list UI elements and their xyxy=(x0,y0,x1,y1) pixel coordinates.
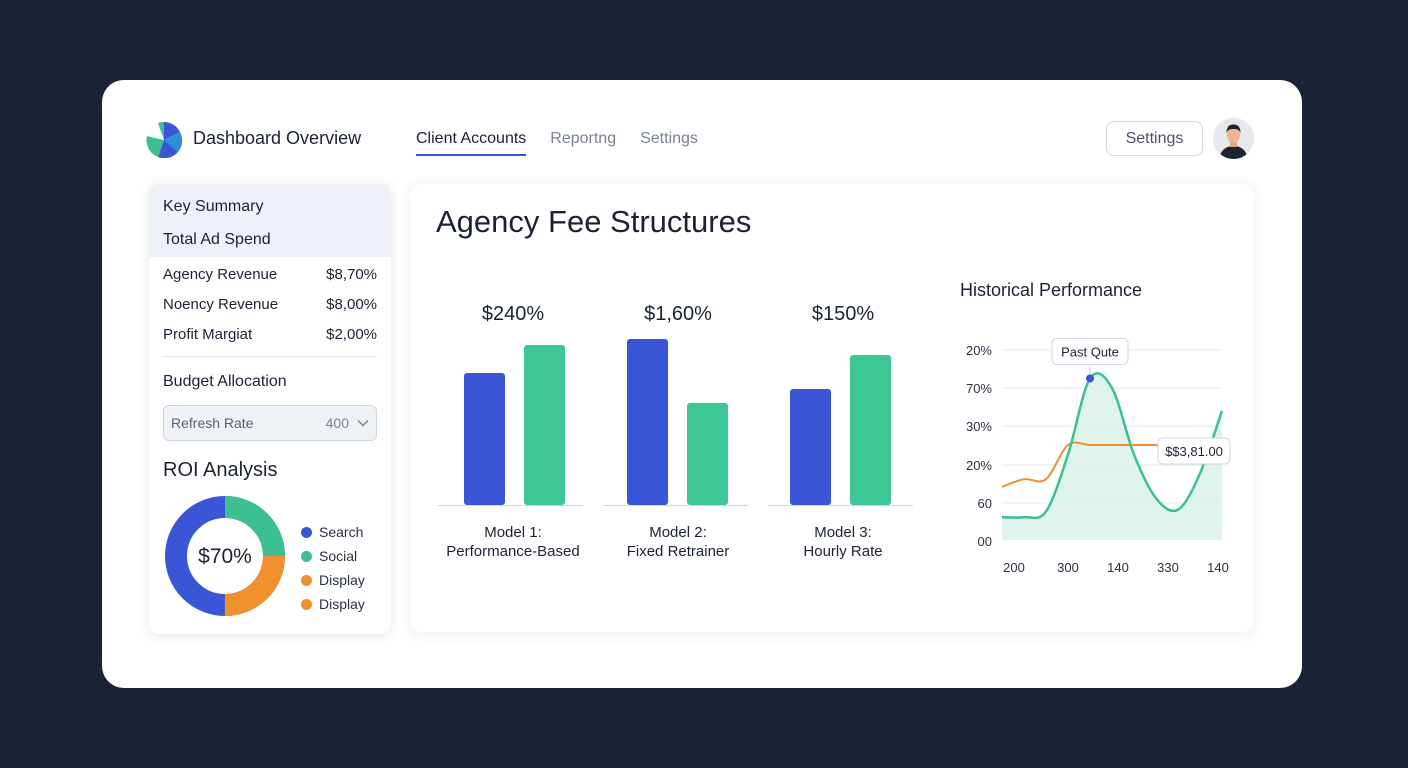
summary-value: $8,70% xyxy=(326,265,377,283)
legend-dot xyxy=(301,598,312,610)
model-name-line2: Performance-Based xyxy=(446,543,579,560)
y-tick-label: 30% xyxy=(966,419,992,434)
top-nav: Client Accounts Reportng Settings xyxy=(416,130,722,156)
annotation-box xyxy=(1051,338,1129,365)
donut-segment-display xyxy=(165,496,285,616)
key-summary-heading: Key Summary xyxy=(163,198,264,215)
user-avatar-icon xyxy=(1213,118,1254,159)
bar-blue xyxy=(627,339,668,505)
model-value-label: $1,60% xyxy=(644,303,712,325)
legend-dot xyxy=(301,574,312,586)
summary-list: Agency Revenue $8,70% Noency Revenue $8,… xyxy=(149,257,391,349)
app-window: Dashboard Overview Client Accounts Repor… xyxy=(102,80,1302,688)
y-tick-label: 20% xyxy=(966,343,992,358)
roi-legend: Search Social Display Display xyxy=(301,520,365,616)
fee-structures-panel: Agency Fee Structures $240% Model 1: Perfo… xyxy=(410,184,1254,632)
select-label: Refresh Rate xyxy=(171,415,254,431)
summary-row: Profit Margiat $2,00% xyxy=(149,319,391,349)
legend-dot xyxy=(301,550,312,562)
model-value-label: $240% xyxy=(482,303,544,325)
series-line-green xyxy=(1001,372,1224,520)
settings-button[interactable]: Settings xyxy=(1106,121,1203,156)
budget-allocation-heading: Budget Allocation xyxy=(163,373,287,390)
x-tick-label: 200 xyxy=(1003,560,1025,575)
legend-dot xyxy=(301,526,312,538)
summary-value: $8,00% xyxy=(326,295,377,313)
bar-green xyxy=(687,403,728,505)
x-tick-label: 140 xyxy=(1107,560,1129,575)
tab-client-accounts[interactable]: Client Accounts xyxy=(416,130,527,156)
x-tick-label: 140 xyxy=(1207,560,1229,575)
summary-label: Profit Margiat xyxy=(163,325,253,343)
legend-item: Display xyxy=(301,568,365,592)
tab-settings[interactable]: Settings xyxy=(640,130,698,147)
model-name-line1: Model 2: xyxy=(649,524,707,541)
series-area-fill xyxy=(1002,373,1222,540)
bar-green xyxy=(524,345,565,505)
peak-point xyxy=(1086,374,1094,383)
model-name-line2: Hourly Rate xyxy=(803,543,882,560)
app-title: Dashboard Overview xyxy=(193,128,362,148)
historical-line-chart: 20% 70% 30% 20% 60 00 200 300 140 330 140 Past Qute… xyxy=(966,338,1231,575)
annotation-label: $$3,81.00 xyxy=(1165,444,1223,459)
bar-blue xyxy=(464,373,505,505)
panel-title: Agency Fee Structures xyxy=(436,204,752,239)
y-tick-label: 60 xyxy=(978,496,992,511)
logo-icon xyxy=(146,122,182,158)
x-tick-label: 330 xyxy=(1157,560,1179,575)
x-tick-label: 300 xyxy=(1057,560,1079,575)
tab-reporting[interactable]: Reportng xyxy=(550,130,617,147)
summary-row: Noency Revenue $8,00% xyxy=(149,289,391,319)
refresh-rate-select[interactable]: Refresh Rate 400 xyxy=(163,405,377,441)
historical-performance-title: Historical Performance xyxy=(960,280,1143,300)
legend-item: Social xyxy=(301,544,365,568)
legend-label: Search xyxy=(319,524,364,540)
roi-analysis-heading: ROI Analysis xyxy=(163,459,278,481)
summary-row: Agency Revenue $8,70% xyxy=(149,259,391,289)
divider xyxy=(163,356,377,357)
summary-value: $2,00% xyxy=(326,325,377,343)
summary-label: Noency Revenue xyxy=(163,295,279,313)
bar-blue xyxy=(790,389,831,505)
roi-donut-chart: $70% xyxy=(165,496,285,616)
model-value-label: $150% xyxy=(812,303,874,325)
bar-green xyxy=(850,355,891,505)
annotation-box xyxy=(1157,437,1231,465)
legend-item: Search xyxy=(301,520,365,544)
legend-item: Display xyxy=(301,592,365,616)
model-name-line1: Model 1: xyxy=(484,524,542,541)
legend-label: Display xyxy=(319,596,365,612)
donut-center-value: $70% xyxy=(198,545,252,568)
model-name-line1: Model 3: xyxy=(814,524,872,541)
avatar[interactable] xyxy=(1213,118,1254,159)
y-tick-label: 00 xyxy=(978,534,992,549)
fee-bar-chart: $240% Model 1: Performance-Based $1,60% Mode… xyxy=(438,303,913,560)
legend-label: Display xyxy=(319,572,365,588)
y-tick-label: 70% xyxy=(966,381,992,396)
summary-label: Agency Revenue xyxy=(163,265,278,283)
legend-label: Social xyxy=(319,548,358,564)
y-tick-label: 20% xyxy=(966,458,992,473)
summary-header: Key Summary Total Ad Spend xyxy=(149,184,391,257)
sidebar-summary: Key Summary Total Ad Spend Agency Revenu… xyxy=(149,184,391,634)
annotation-label: Past Qute xyxy=(1061,345,1119,360)
select-value: 400 xyxy=(325,415,349,431)
chevron-down-icon xyxy=(357,419,369,427)
model-name-line2: Fixed Retrainer xyxy=(627,543,730,560)
total-ad-spend-heading: Total Ad Spend xyxy=(163,231,271,248)
